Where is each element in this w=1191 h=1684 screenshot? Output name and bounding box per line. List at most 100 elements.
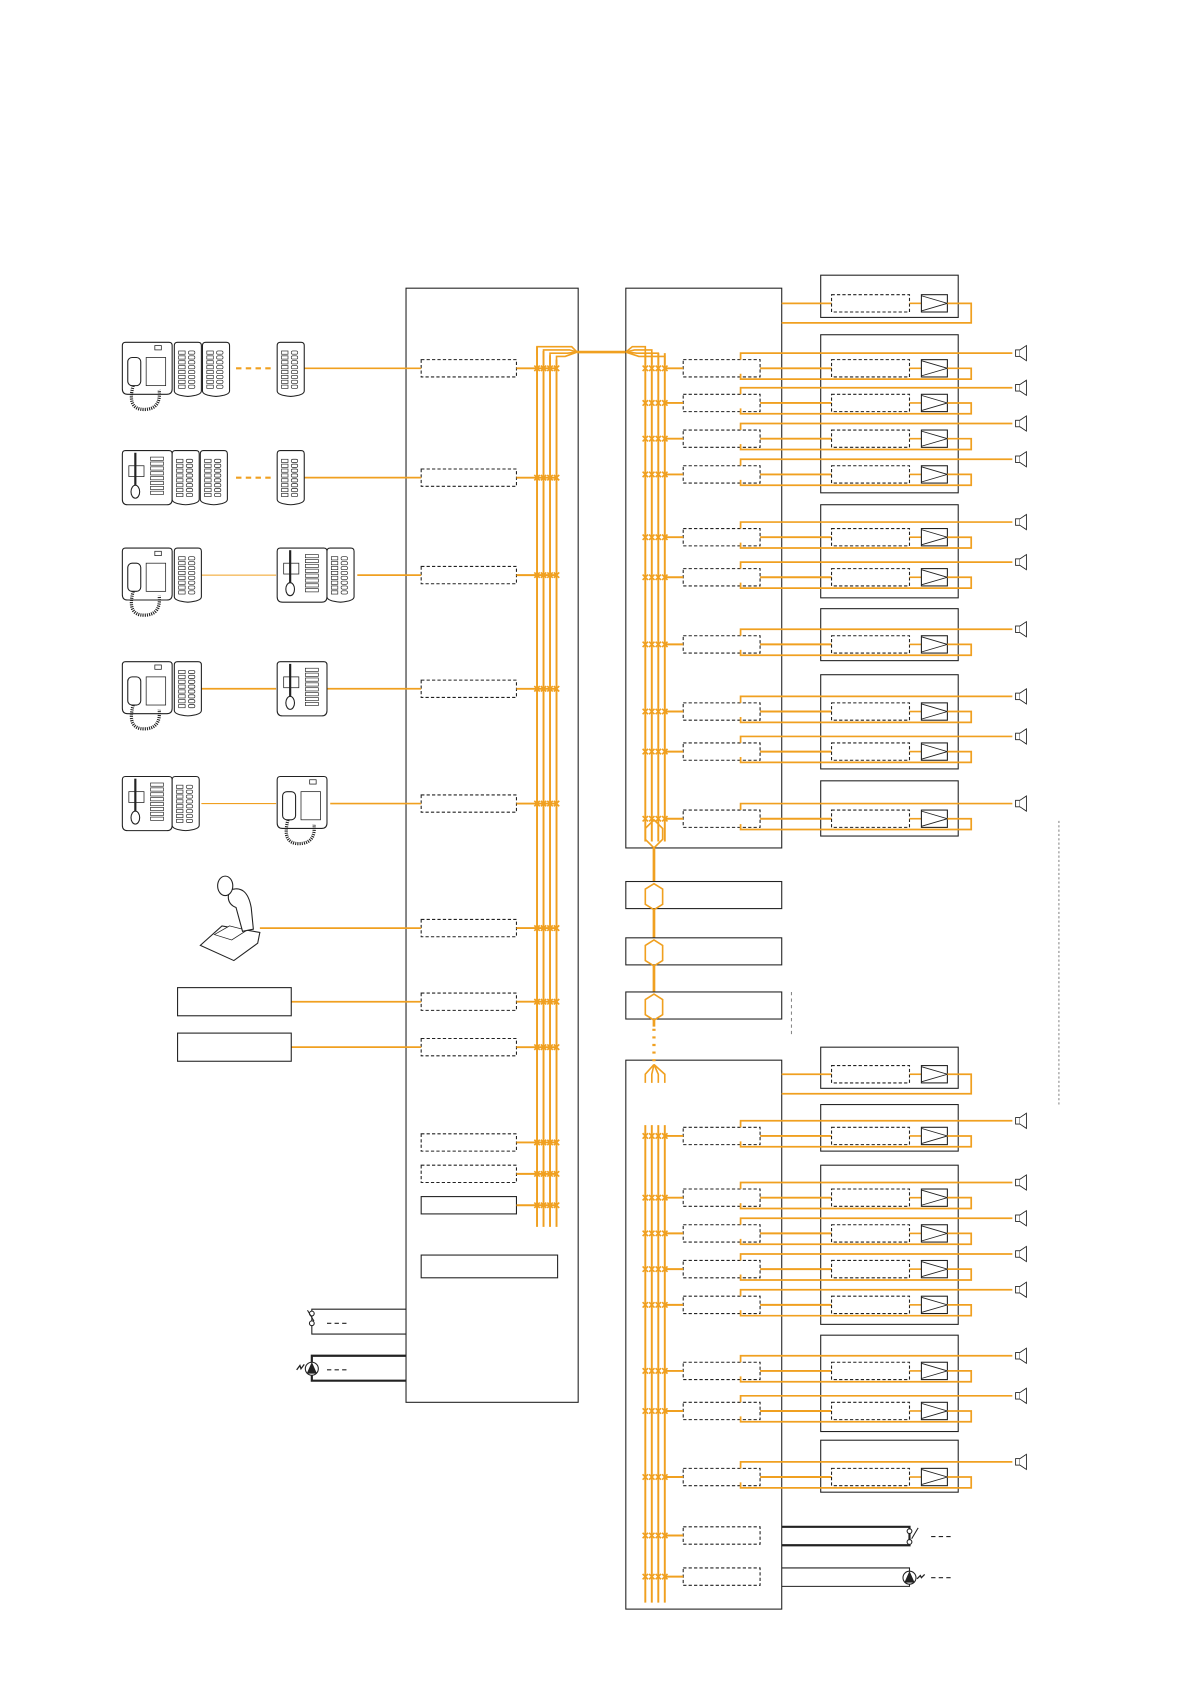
bus-tap-marker [655, 1473, 662, 1481]
speaker-cone [1019, 620, 1027, 638]
bus-tap-marker [648, 1132, 656, 1140]
tap-cross [661, 471, 669, 478]
tap-cross [642, 399, 649, 407]
key [188, 580, 196, 585]
contact-switch-icon [307, 1310, 315, 1322]
key [150, 797, 164, 802]
bus-tap-marker [661, 748, 669, 755]
key [216, 365, 224, 370]
key [178, 704, 186, 709]
loudspeaker-icon [1015, 379, 1027, 397]
tap-cross [533, 1201, 541, 1209]
tap-cross [655, 1367, 662, 1375]
tap-cross [642, 1265, 649, 1273]
key [150, 476, 164, 481]
key [281, 370, 289, 375]
amp-return-loop [781, 302, 973, 324]
bus-bend [536, 345, 578, 356]
key [185, 488, 194, 493]
bus-tap-marker [553, 924, 560, 932]
zone-module [682, 528, 761, 547]
external-source-box-2 [177, 1032, 292, 1062]
input-module [420, 1164, 518, 1184]
speaker-cone [1019, 1174, 1027, 1191]
key [188, 674, 196, 679]
extension-keypad-icon [199, 450, 228, 506]
tap-cross [553, 571, 560, 579]
loudspeaker-icon [1015, 687, 1027, 705]
zone-module [682, 809, 761, 828]
speaker-line [739, 1394, 1013, 1403]
key [340, 566, 348, 571]
speaker-line [739, 521, 1013, 529]
amp-input-module [830, 528, 911, 547]
bus-tap-marker [546, 924, 554, 932]
speaker-magnet [1015, 799, 1021, 808]
amp-return-loop [739, 643, 973, 657]
key [214, 468, 222, 473]
amp-return-loop [739, 1410, 973, 1423]
key [188, 689, 196, 694]
bus-tap-marker [655, 1230, 662, 1237]
tap-cross [661, 748, 669, 755]
bus-tap-marker [661, 435, 669, 442]
bus-tap-marker [648, 641, 656, 648]
tap-cross [661, 1532, 669, 1539]
bus-tap-marker [540, 365, 547, 372]
amplifier-icon [920, 1295, 949, 1315]
speaker-magnet [1015, 1286, 1021, 1294]
bus-tap-marker [540, 1043, 547, 1051]
zone-module [682, 393, 761, 413]
tap-cross [655, 573, 662, 581]
bus-bend [644, 1063, 655, 1083]
tap-cross [546, 571, 554, 579]
speaker-line [739, 802, 1013, 811]
key [206, 375, 214, 379]
amp-input-module [830, 393, 911, 413]
key [178, 684, 186, 689]
bus-tap-marker [648, 399, 656, 407]
tap-cross [648, 399, 656, 407]
speaker-cone [1019, 1387, 1027, 1405]
bus-tap-marker [642, 573, 649, 581]
extension-keypad-icon [171, 450, 200, 506]
bus-tap-marker [533, 924, 541, 932]
key [281, 493, 289, 497]
display [154, 550, 162, 556]
bus-tap-marker [661, 573, 669, 581]
speaker-cone [1019, 1347, 1027, 1365]
speaker-cone [1019, 1281, 1027, 1299]
amplifier-icon [920, 1401, 949, 1421]
key [290, 473, 299, 478]
tap-cross [655, 533, 662, 541]
zone-module [682, 742, 761, 761]
bus-tap-marker [655, 471, 662, 478]
tap-cross [546, 365, 554, 372]
console-body [276, 547, 328, 603]
speaker-magnet [1015, 732, 1021, 741]
tap-cross [533, 685, 541, 693]
amplifier-icon [920, 809, 949, 828]
amplifier-icon [920, 702, 949, 721]
key [185, 493, 194, 497]
bus-tap-marker [533, 365, 541, 372]
bus-tap-marker [661, 1132, 669, 1140]
console-body [121, 775, 173, 832]
key [178, 585, 186, 590]
tap-cross [655, 1532, 662, 1539]
key [305, 563, 319, 568]
tap-cross [553, 474, 560, 481]
key [178, 561, 186, 566]
bus-tap-marker [546, 365, 554, 372]
tap-cross [642, 748, 649, 755]
key [305, 583, 319, 588]
bus-tap-marker [655, 533, 662, 541]
key [204, 493, 212, 497]
bus-tap-marker [661, 399, 669, 407]
speaker-line [739, 1181, 1013, 1190]
key [290, 493, 299, 497]
coiled-cord [129, 385, 162, 412]
tap-cross [546, 685, 554, 693]
key [204, 483, 212, 488]
tap-cross [648, 365, 656, 372]
